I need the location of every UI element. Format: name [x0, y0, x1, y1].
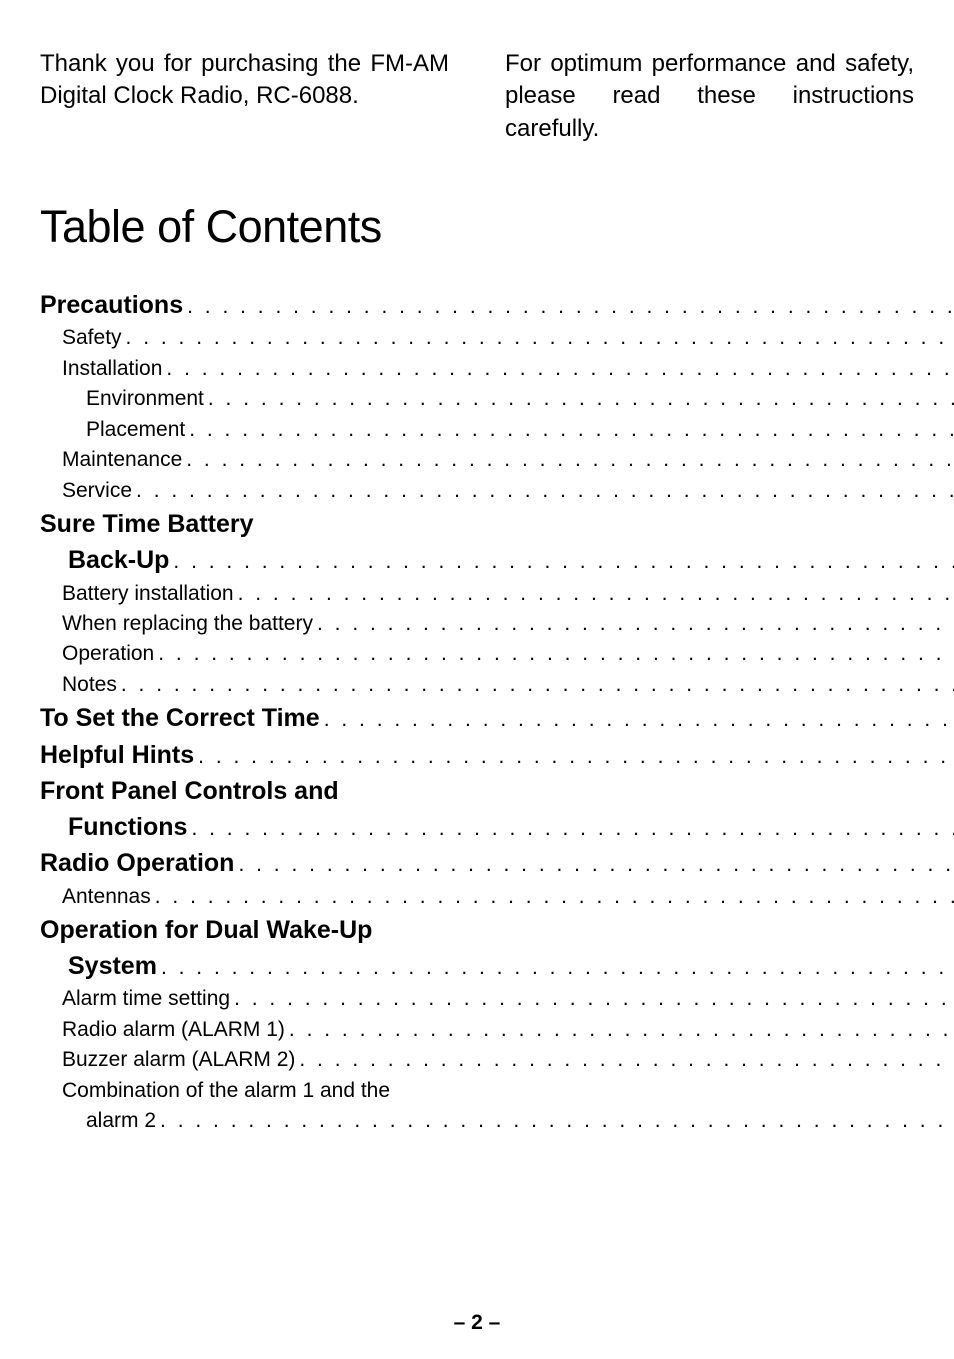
- toc-row: Service5: [40, 476, 954, 506]
- document-page: Thank you for purchasing the FM-AM Digit…: [0, 0, 954, 1359]
- toc-dot-leader: [154, 639, 954, 669]
- toc-row: Safety4: [40, 323, 954, 353]
- toc-dot-leader: [194, 742, 954, 772]
- toc-entry-label: Notes: [40, 670, 117, 700]
- page-footer: – 2 –: [0, 1311, 954, 1335]
- intro-right: For optimum performance and safety, plea…: [505, 48, 914, 145]
- toc-entry-label: Antennas: [40, 882, 151, 912]
- toc-entry-label: Operation: [40, 639, 154, 669]
- toc-dot-leader: [204, 384, 954, 414]
- toc-entry-label: Functions: [40, 809, 187, 845]
- toc-entry-label: alarm 2: [40, 1106, 156, 1136]
- toc-dot-leader: [187, 814, 954, 844]
- toc-entry-label: Operation for Dual Wake-Up: [40, 912, 372, 948]
- toc-entry-label: Back-Up: [40, 542, 169, 578]
- toc-entry-label: Battery installation: [40, 579, 234, 609]
- toc-entry-label: Front Panel Controls and: [40, 773, 339, 809]
- toc-row: Operation7: [40, 639, 954, 669]
- toc-entry-label: Radio alarm (ALARM 1): [40, 1015, 285, 1045]
- toc-row: Placement5: [40, 415, 954, 445]
- toc-dot-leader: [151, 882, 954, 912]
- intro-section: Thank you for purchasing the FM-AM Digit…: [40, 48, 914, 145]
- toc-row: When replacing the battery6: [40, 609, 954, 639]
- toc-row: System13: [40, 948, 954, 984]
- toc-heading: Table of Contents: [40, 201, 914, 253]
- toc-row: Combination of the alarm 1 and the: [40, 1076, 954, 1106]
- toc-dot-leader: [234, 579, 954, 609]
- toc-row: Sure Time Battery: [40, 506, 954, 542]
- toc-entry-label: Buzzer alarm (ALARM 2): [40, 1045, 295, 1075]
- toc-entry-label: Installation: [40, 354, 162, 384]
- toc-entry-label: Environment: [40, 384, 204, 414]
- toc-entry-label: Safety: [40, 323, 122, 353]
- toc-row: Radio alarm (ALARM 1)14: [40, 1015, 954, 1045]
- toc-dot-leader: [132, 476, 954, 506]
- toc-dot-leader: [185, 415, 954, 445]
- toc-dot-leader: [162, 354, 954, 384]
- toc-row: Antennas12: [40, 882, 954, 912]
- toc-entry-label: Alarm time setting: [40, 984, 230, 1014]
- toc-entry-label: Precautions: [40, 287, 183, 323]
- toc-columns: Precautions4Safety4Installation4Environm…: [40, 287, 914, 1137]
- toc-entry-label: Radio Operation: [40, 845, 234, 881]
- toc-left-column: Precautions4Safety4Installation4Environm…: [40, 287, 954, 1137]
- toc-dot-leader: [230, 984, 954, 1014]
- toc-row: Radio Operation12: [40, 845, 954, 881]
- toc-row: Environment4: [40, 384, 954, 414]
- toc-row: Precautions4: [40, 287, 954, 323]
- toc-entry-label: To Set the Correct Time: [40, 700, 320, 736]
- toc-dot-leader: [320, 705, 954, 735]
- toc-dot-leader: [285, 1015, 954, 1045]
- toc-row: Installation4: [40, 354, 954, 384]
- toc-entry-label: Placement: [40, 415, 185, 445]
- toc-dot-leader: [183, 292, 954, 322]
- toc-dot-leader: [157, 953, 954, 983]
- toc-row: Notes7: [40, 670, 954, 700]
- toc-entry-label: Sure Time Battery: [40, 506, 254, 542]
- toc-dot-leader: [117, 670, 954, 700]
- toc-row: Battery installation6: [40, 579, 954, 609]
- toc-dot-leader: [169, 547, 954, 577]
- toc-row: To Set the Correct Time8: [40, 700, 954, 736]
- toc-dot-leader: [234, 850, 954, 880]
- toc-dot-leader: [182, 445, 954, 475]
- toc-row: alarm 216: [40, 1106, 954, 1136]
- toc-row: Buzzer alarm (ALARM 2)15: [40, 1045, 954, 1075]
- toc-row: Operation for Dual Wake-Up: [40, 912, 954, 948]
- toc-dot-leader: [122, 323, 954, 353]
- toc-row: Functions10: [40, 809, 954, 845]
- toc-entry-label: Service: [40, 476, 132, 506]
- toc-entry-label: Combination of the alarm 1 and the: [40, 1076, 390, 1106]
- toc-row: Front Panel Controls and: [40, 773, 954, 809]
- toc-row: Helpful Hints9: [40, 737, 954, 773]
- toc-row: Back-Up6: [40, 542, 954, 578]
- toc-row: Alarm time setting13: [40, 984, 954, 1014]
- toc-dot-leader: [313, 609, 954, 639]
- toc-dot-leader: [295, 1045, 954, 1075]
- toc-row: Maintenance5: [40, 445, 954, 475]
- toc-entry-label: When replacing the battery: [40, 609, 313, 639]
- intro-left: Thank you for purchasing the FM-AM Digit…: [40, 48, 449, 145]
- toc-entry-label: System: [40, 948, 157, 984]
- toc-entry-label: Helpful Hints: [40, 737, 194, 773]
- toc-dot-leader: [156, 1106, 954, 1136]
- toc-entry-label: Maintenance: [40, 445, 182, 475]
